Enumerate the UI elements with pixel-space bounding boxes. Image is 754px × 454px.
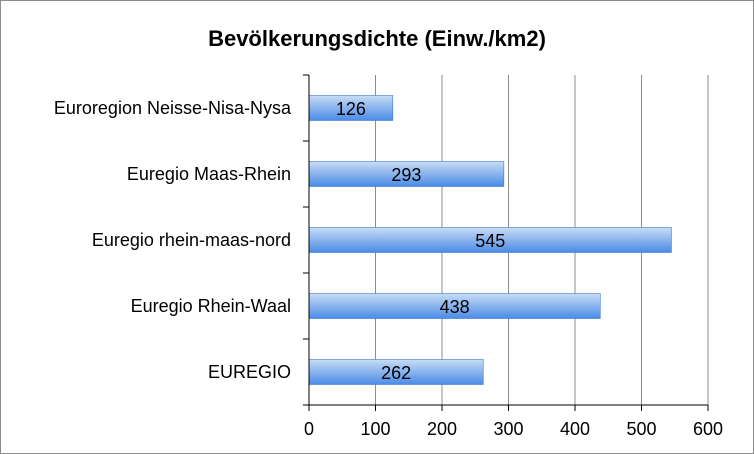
bar-1 (308, 161, 505, 187)
data-label-2: 545 (475, 231, 505, 251)
bar-4 (308, 359, 484, 385)
bar-2 (308, 227, 672, 253)
category-label-2: Euregio rhein-maas-nord (92, 230, 291, 250)
x-tick-label-200: 200 (427, 419, 457, 439)
category-label-4: EUREGIO (208, 362, 291, 382)
data-label-1: 293 (391, 165, 421, 185)
x-tick-label-500: 500 (626, 419, 656, 439)
data-label-4: 262 (381, 363, 411, 383)
axes (303, 74, 709, 411)
category-label-3: Euregio Rhein-Waal (131, 296, 291, 316)
bars (308, 95, 672, 385)
category-label-1: Euregio Maas-Rhein (127, 164, 291, 184)
x-tick-label-0: 0 (304, 419, 314, 439)
x-tick-label-400: 400 (560, 419, 590, 439)
chart-title: Bevölkerungsdichte (Einw./km2) (208, 26, 546, 51)
labels: 0 100 200 300 400 500 600 Euroregion Neisse-Nis… (54, 98, 723, 439)
category-label-0: Euroregion Neisse-Nisa-Nysa (54, 98, 292, 118)
data-label-0: 126 (336, 99, 366, 119)
x-tick-label-300: 300 (493, 419, 523, 439)
bar-3 (308, 293, 601, 319)
x-tick-label-600: 600 (693, 419, 723, 439)
data-label-3: 438 (440, 297, 470, 317)
x-tick-label-100: 100 (360, 419, 390, 439)
